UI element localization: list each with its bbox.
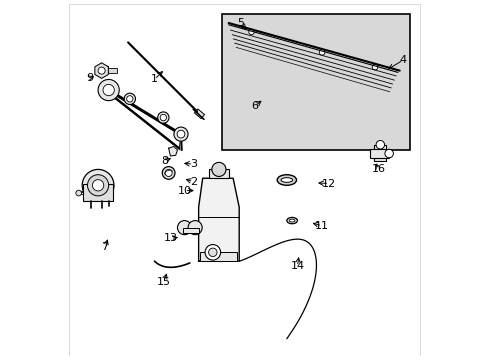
- Text: 15: 15: [156, 277, 170, 287]
- Bar: [208, 170, 228, 178]
- Text: 5: 5: [237, 18, 244, 28]
- Polygon shape: [95, 63, 108, 78]
- Bar: [221, 14, 409, 150]
- Ellipse shape: [286, 217, 297, 224]
- Ellipse shape: [281, 178, 292, 182]
- Circle shape: [162, 167, 175, 179]
- Circle shape: [177, 221, 191, 235]
- Circle shape: [98, 80, 119, 100]
- Circle shape: [98, 67, 105, 74]
- Circle shape: [375, 140, 384, 149]
- Circle shape: [82, 170, 114, 201]
- Text: 8: 8: [161, 156, 168, 166]
- Text: 10: 10: [177, 186, 191, 195]
- Text: 3: 3: [189, 159, 197, 169]
- Text: 6: 6: [251, 101, 258, 111]
- Bar: [83, 184, 113, 201]
- Text: 13: 13: [163, 233, 177, 243]
- Circle shape: [174, 127, 188, 141]
- Circle shape: [319, 49, 324, 55]
- Bar: [373, 145, 386, 161]
- Circle shape: [103, 84, 114, 96]
- Text: 14: 14: [290, 261, 304, 271]
- Text: 11: 11: [314, 221, 328, 231]
- Circle shape: [204, 244, 220, 260]
- Circle shape: [384, 149, 392, 158]
- Bar: [369, 149, 388, 158]
- Text: 1: 1: [151, 75, 158, 85]
- Text: 4: 4: [399, 55, 406, 65]
- Text: 7: 7: [102, 242, 108, 252]
- Circle shape: [371, 64, 377, 70]
- Text: 2: 2: [189, 177, 197, 187]
- Circle shape: [158, 112, 169, 123]
- Polygon shape: [198, 178, 239, 261]
- Circle shape: [76, 190, 81, 196]
- Text: 9: 9: [86, 73, 93, 83]
- Circle shape: [165, 170, 172, 176]
- Ellipse shape: [289, 219, 294, 222]
- Bar: [200, 252, 237, 261]
- Bar: [194, 109, 204, 119]
- Bar: [183, 228, 198, 233]
- Circle shape: [160, 114, 166, 121]
- Circle shape: [208, 248, 217, 257]
- Polygon shape: [168, 147, 177, 156]
- Text: 12: 12: [322, 179, 336, 189]
- Ellipse shape: [277, 175, 296, 185]
- Bar: [108, 68, 117, 73]
- Circle shape: [177, 130, 184, 138]
- Circle shape: [126, 96, 133, 102]
- Circle shape: [92, 180, 103, 191]
- Circle shape: [188, 221, 202, 235]
- Circle shape: [124, 93, 135, 104]
- Circle shape: [211, 162, 225, 176]
- Circle shape: [248, 29, 254, 35]
- Circle shape: [87, 175, 108, 196]
- Text: 16: 16: [371, 165, 385, 174]
